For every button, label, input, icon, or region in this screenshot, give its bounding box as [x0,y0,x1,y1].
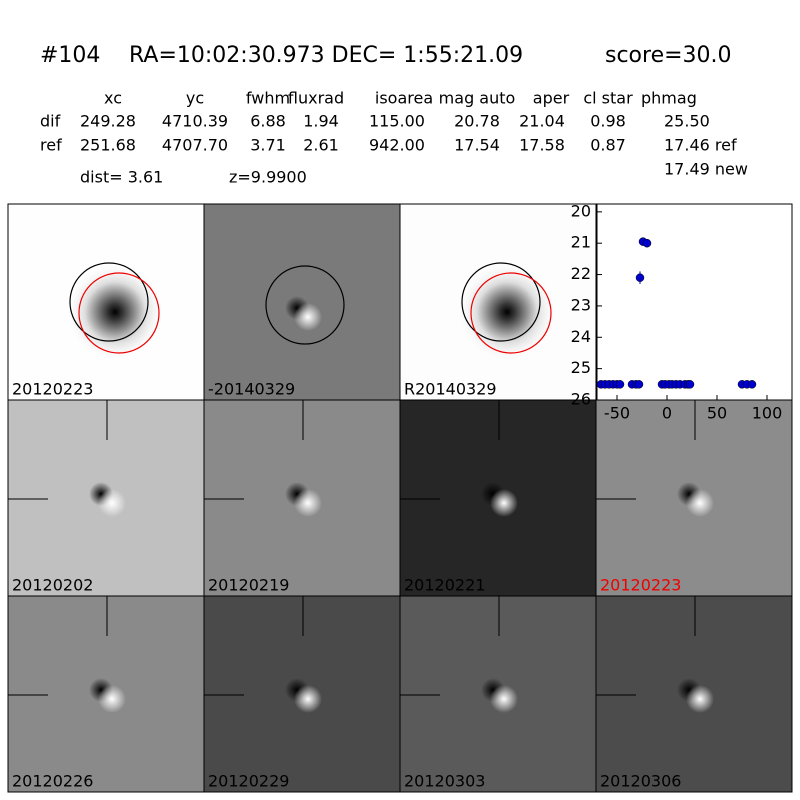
y-tick-label: 26 [571,390,591,409]
column-header: aper [533,89,570,108]
data-point [747,380,757,389]
cell: 6.88 [250,112,286,131]
cell: 20.78 [454,112,500,131]
y-tick-label: 20 [571,201,591,220]
panel-label: 20120226 [12,772,93,791]
cell: 0.98 [590,112,626,131]
x-tick-label: -50 [604,404,630,423]
cell: 17.58 [519,136,565,155]
residual-bright [686,489,714,517]
column-header: cl star [583,89,633,108]
y-tick-label: 24 [571,327,591,346]
y-tick-label: 23 [571,295,591,314]
residual-bright [98,489,126,517]
cell: 115.00 [369,112,425,131]
y-tick-label: 25 [571,358,591,377]
data-point [635,273,645,282]
aperture-ref [461,262,541,342]
panel-label: 20120223 [600,576,681,595]
y-tick-label: 22 [571,264,591,283]
column-header: fwhm [246,89,290,108]
column-header: phmag [641,89,697,108]
aperture-new [78,272,160,354]
cell: 17.54 [454,136,500,155]
residual-bright [490,489,518,517]
aperture-ref [69,262,149,342]
residual-bright [294,489,322,517]
row-label: dif [40,112,61,131]
x-tick-label: 0 [662,404,672,423]
residual-bright [686,685,714,713]
redshift: z=9.9900 [229,168,307,187]
cell: 2.61 [303,136,339,155]
cell: 942.00 [369,136,425,155]
cell: 4710.39 [162,112,228,131]
x-tick-label: 50 [707,404,727,423]
residual-bright [294,303,322,331]
aperture [265,265,345,345]
cell: 251.68 [80,136,136,155]
panel-label: -20140329 [208,380,295,399]
cell: 1.94 [303,112,339,131]
data-point [685,380,695,389]
panel-label: 20120306 [600,772,681,791]
cell: 249.28 [80,112,136,131]
candidate-id: #104 [40,43,100,68]
residual-bright [98,685,126,713]
distance: dist= 3.61 [80,168,163,187]
column-header: xc [104,89,122,108]
data-point [615,380,625,389]
cell: 4707.70 [162,136,228,155]
data-point [634,380,644,389]
residual-bright [490,685,518,713]
aperture-new [470,272,552,354]
column-header: fluxrad [288,89,344,108]
panel-label: 20120223 [12,380,93,399]
cell: 17.46 ref [664,136,737,155]
panel-label: 20120229 [208,772,289,791]
source [457,262,557,362]
cell: 21.04 [519,112,565,131]
score: score=30.0 [605,43,732,68]
x-tick-label: 100 [752,404,783,423]
panel-label: 20120221 [404,576,485,595]
cell: 3.71 [250,136,286,155]
cell: 25.50 [664,112,710,131]
panel-label: 20120219 [208,576,289,595]
source [65,262,165,362]
coordinates: RA=10:02:30.973 DEC= 1:55:21.09 [129,43,523,68]
panel-label: 20120303 [404,772,485,791]
row-label: ref [40,136,62,155]
column-header: isoarea [375,89,433,108]
data-point [642,238,652,248]
y-tick-label: 21 [571,233,591,252]
column-header: mag auto [439,89,516,108]
chart-area [596,203,793,401]
panel-label: 20120202 [12,576,93,595]
column-header: yc [186,89,204,108]
phmag-new: 17.49 new [664,160,748,179]
panel-label: R20140329 [404,380,497,399]
cell: 0.87 [590,136,626,155]
residual-bright [294,685,322,713]
